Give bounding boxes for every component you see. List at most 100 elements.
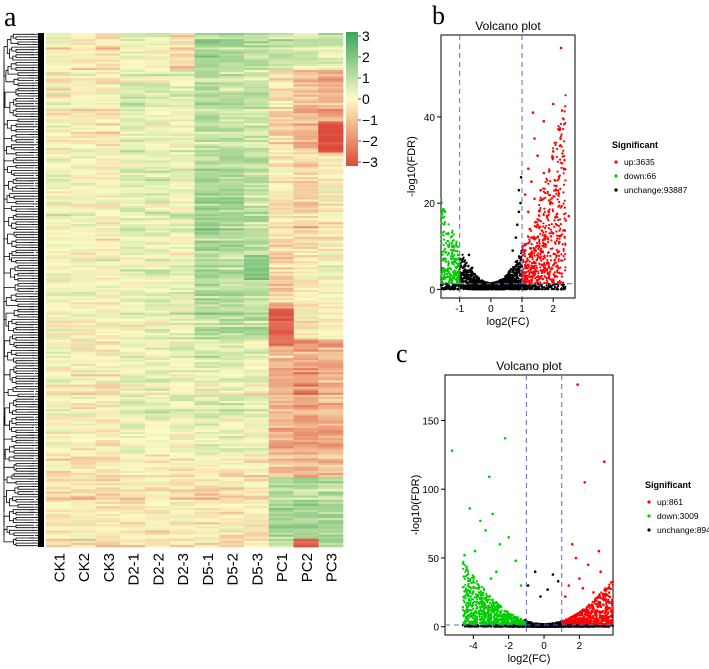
dendrogram-branch: [15, 177, 34, 182]
heatmap-cell: [145, 333, 171, 336]
heatmap-cell: [194, 425, 220, 429]
heatmap-cell: [95, 419, 121, 422]
heatmap-cell: [318, 380, 344, 383]
heatmap-cell: [95, 281, 121, 285]
heatmap-cell: [219, 458, 245, 461]
heatmap-cell: [145, 532, 171, 535]
heatmap-cell: [70, 119, 96, 122]
heatmap-cell: [169, 390, 195, 394]
heatmap-cell: [293, 238, 319, 241]
heatmap-cell: [244, 491, 270, 494]
heatmap-cell: [145, 269, 171, 272]
heatmap-cell: [268, 144, 294, 147]
heatmap-cell: [169, 65, 195, 69]
heatmap-cell: [169, 429, 195, 433]
heatmap-cell: [145, 261, 171, 264]
heatmap-cell: [120, 213, 146, 217]
heatmap-cell: [70, 199, 96, 202]
heatmap-cell: [318, 160, 344, 163]
heatmap-cell: [219, 405, 245, 408]
heatmap-cell: [219, 396, 245, 400]
heatmap-cell: [70, 353, 96, 357]
heatmap-cell: [120, 201, 146, 204]
heatmap-cell: [46, 357, 72, 361]
heatmap-cell: [145, 372, 171, 375]
heatmap-cell: [95, 472, 121, 476]
heatmap-cell: [169, 491, 195, 494]
heatmap-cell: [293, 65, 319, 69]
heatmap-cell: [120, 460, 146, 464]
heatmap-cell: [194, 67, 220, 71]
heatmap-cell: [244, 230, 270, 233]
heatmap-cell: [70, 84, 96, 87]
volcano-c-legend-label: down:3009: [657, 511, 699, 521]
volcano-c-x-tick-label: -4: [469, 641, 478, 652]
heatmap-cell: [169, 90, 195, 93]
heatmap-cell: [169, 205, 195, 209]
heatmap-cell: [95, 226, 121, 229]
heatmap-cell: [293, 450, 319, 453]
heatmap-cell: [145, 522, 171, 525]
dendrogram-branch: [15, 537, 34, 541]
heatmap-cell: [244, 144, 270, 147]
heatmap-cell: [244, 512, 270, 515]
heatmap-cell: [120, 425, 146, 429]
heatmap-cell: [219, 185, 245, 188]
heatmap-cell: [95, 304, 121, 307]
heatmap-cell: [70, 520, 96, 523]
heatmap-cell: [145, 468, 171, 472]
heatmap-cell: [244, 117, 270, 120]
heatmap-cell: [95, 392, 121, 396]
heatmap-cell: [293, 380, 319, 383]
heatmap-cell: [145, 39, 171, 42]
heatmap-cell: [194, 43, 220, 46]
heatmap-cell: [244, 187, 270, 190]
heatmap-cell: [95, 80, 121, 83]
heatmap-cell: [70, 335, 96, 338]
volcano-c-x-axis-label: log2(FC): [508, 653, 551, 665]
heatmap-cell: [145, 203, 171, 207]
heatmap-cell: [293, 390, 319, 394]
heatmap-cell: [293, 343, 319, 346]
heatmap-cell: [318, 359, 344, 363]
heatmap-cell: [46, 67, 72, 71]
heatmap-cell: [219, 98, 245, 102]
heatmap-cell: [194, 475, 220, 478]
volcano-b-point-up: [558, 128, 561, 132]
heatmap-cell: [293, 172, 319, 176]
heatmap-cell: [46, 310, 72, 313]
heatmap-cell: [219, 433, 245, 437]
heatmap-cell: [293, 335, 319, 338]
heatmap-cell: [145, 353, 171, 357]
heatmap-cell: [169, 283, 195, 287]
volcano-b-point-up: [528, 227, 532, 231]
heatmap-cell: [268, 542, 294, 546]
heatmap-cell: [70, 355, 96, 359]
heatmap-cell: [244, 131, 270, 135]
heatmap-cell: [46, 279, 72, 283]
heatmap-cell: [244, 343, 270, 346]
heatmap-cell: [145, 215, 171, 219]
heatmap-cell: [219, 259, 245, 262]
heatmap-cell: [244, 440, 270, 443]
heatmap-cell: [268, 59, 294, 63]
heatmap-cell: [244, 207, 270, 211]
heatmap-cell: [46, 384, 72, 387]
heatmap-cell: [120, 55, 146, 58]
volcano-c-y-tick-label: 0: [433, 623, 439, 634]
volcano-c-point-up: [571, 542, 574, 546]
dendrogram-branch: [15, 239, 34, 243]
heatmap-cell: [293, 78, 319, 81]
heatmap-cell: [293, 456, 319, 459]
heatmap-cell: [194, 74, 220, 77]
heatmap-cell: [194, 294, 220, 297]
heatmap-cell: [145, 209, 171, 213]
heatmap-cell: [70, 530, 96, 533]
heatmap-cell: [95, 88, 121, 91]
heatmap-cell: [95, 448, 121, 451]
volcano-b-point-unchange: [467, 253, 471, 257]
heatmap-cell: [169, 468, 195, 472]
heatmap-cell: [219, 263, 245, 266]
heatmap-cell: [46, 269, 72, 272]
heatmap-cell: [70, 234, 96, 237]
